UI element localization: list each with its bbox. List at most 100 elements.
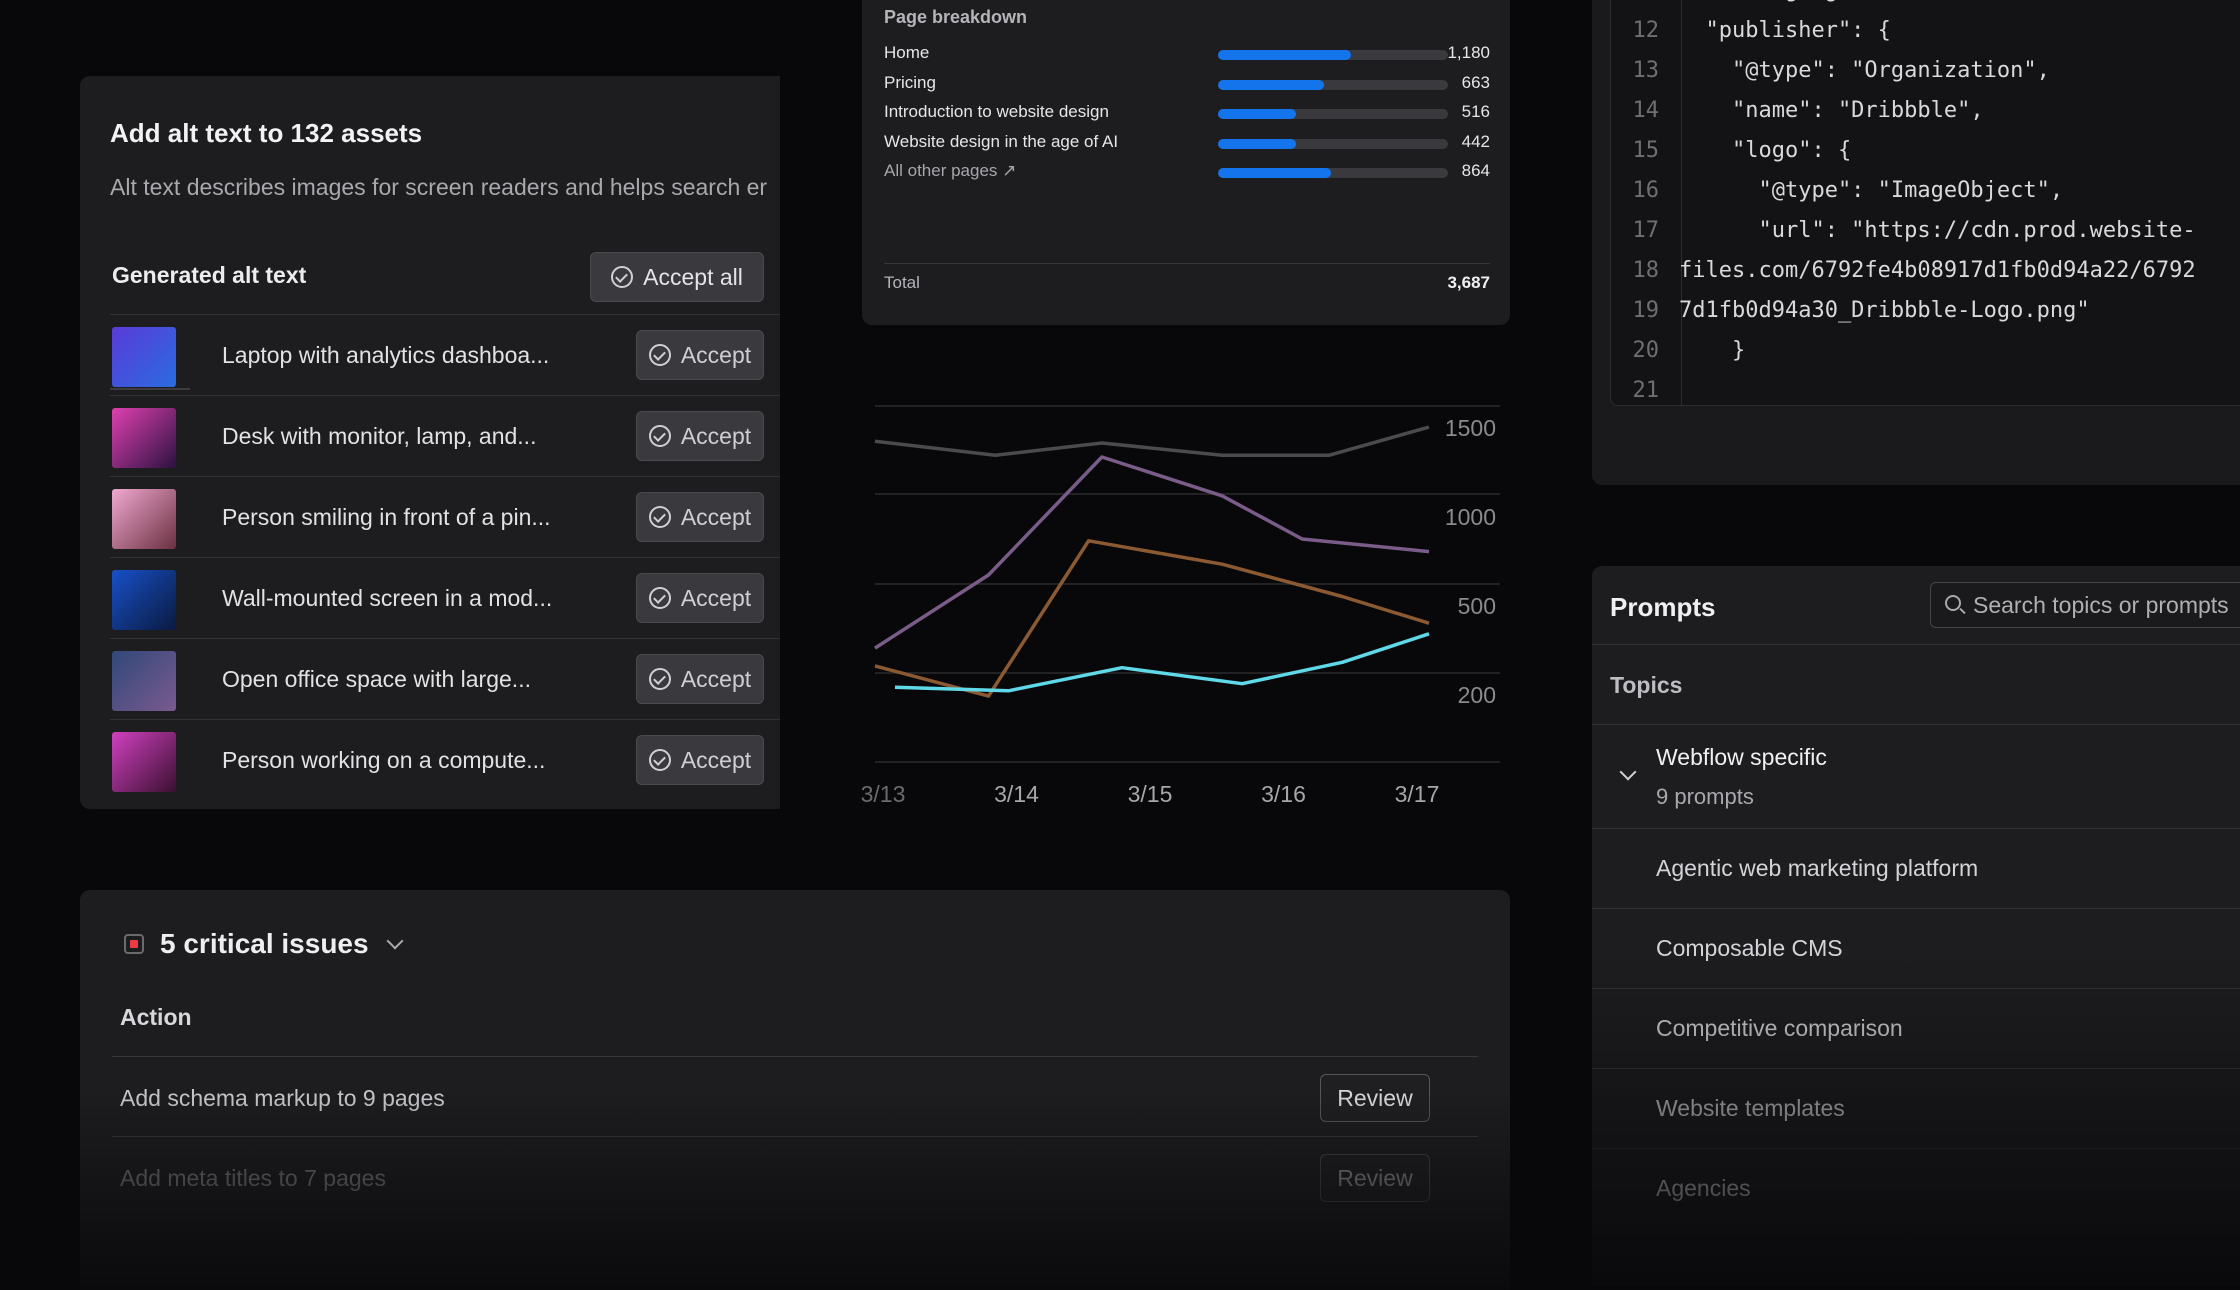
search-icon [1945, 595, 1961, 611]
topics-label: Topics [1610, 672, 1683, 698]
series-line [874, 455, 1430, 650]
code-text: 7d1fb0d94a30_Dribbble-Logo.png" [1679, 298, 2090, 323]
traffic-line-chart: 1500 1000 500 200 3/13 3/14 3/15 3/16 3/17 [861, 405, 1500, 807]
prompt-label: Website templates [1656, 1095, 1845, 1121]
accept-label: Accept [680, 341, 752, 368]
alt-text-description: Alt text describes images for screen rea… [110, 174, 768, 200]
chevron-down-icon[interactable] [1619, 763, 1637, 781]
prompt-label: Agencies [1656, 1175, 1751, 1201]
line-number: 20 [1632, 338, 1660, 363]
topics-divider [1592, 724, 2240, 725]
breakdown-row[interactable]: All other pages ↗ 864 [884, 157, 1490, 187]
review-button[interactable]: Review [1320, 1154, 1430, 1202]
total-label: Total [884, 273, 920, 292]
asset-thumbnail [112, 489, 176, 549]
page-name: Home [884, 43, 930, 62]
line-number: 14 [1632, 98, 1660, 123]
progress-track [1218, 50, 1448, 60]
progress-fill [1218, 79, 1324, 90]
alt-text-list: Laptop with analytics dashboa... Accept De… [110, 314, 780, 800]
code-text: "name": "Dribbble", [1679, 98, 1984, 123]
x-tick-label: 3/16 [1261, 781, 1306, 807]
accept-label: Accept [680, 503, 752, 530]
breakdown-row: Website design in the age of AI 442 [884, 128, 1490, 158]
search-input[interactable] [1973, 589, 2240, 621]
page-views-value: 1,180 [1447, 43, 1490, 62]
line-number: 17 [1632, 218, 1660, 243]
prompt-item[interactable]: Competitive comparison [1592, 988, 2240, 1069]
asset-thumbnail [112, 732, 176, 792]
code-line: 17 "url": "https://cdn.prod.website- [1611, 218, 2240, 258]
x-tick-label: 3/15 [1128, 781, 1173, 807]
code-text: "@type": "Organization", [1679, 58, 2050, 83]
page-views-value: 864 [1461, 161, 1490, 180]
topic-group-name[interactable]: Webflow specific [1656, 744, 1827, 770]
check-circle-icon [648, 587, 671, 609]
page-breakdown-panel: Page breakdown Home 1,180 Pricing 663 Introd… [862, 0, 1510, 325]
prompt-label: Agentic web marketing platform [1656, 855, 1979, 881]
accept-label: Accept [680, 422, 752, 449]
alt-text-label: Person working on a compute... [222, 747, 546, 773]
prompts-search[interactable] [1930, 582, 2240, 628]
header-divider [1592, 644, 2240, 645]
critical-status-icon [124, 934, 144, 954]
review-button[interactable]: Review [1320, 1074, 1430, 1122]
x-tick-label: 3/13 [861, 781, 906, 807]
chevron-down-icon[interactable] [386, 932, 404, 950]
issue-row: Add schema markup to 9 pages Review [112, 1056, 1478, 1137]
line-number: 12 [1632, 18, 1660, 43]
progress-fill [1218, 168, 1331, 178]
page-views-value: 516 [1461, 102, 1490, 121]
code-text: files.com/6792fe4b08917d1fb0d94a22/6792 [1679, 258, 2196, 283]
progress-track [1218, 168, 1448, 178]
code-text: "publisher": { [1679, 18, 1891, 43]
accept-button[interactable]: Accept [636, 492, 764, 542]
issue-label: Add schema markup to 9 pages [120, 1085, 445, 1111]
prompt-item[interactable]: Composable CMS [1592, 908, 2240, 989]
breakdown-divider [884, 263, 1490, 264]
line-number: 15 [1632, 138, 1660, 163]
prompt-label: Competitive comparison [1656, 1015, 1903, 1041]
accept-button[interactable]: Accept [636, 411, 764, 461]
accept-button[interactable]: Accept [636, 654, 764, 704]
x-tick-label: 3/14 [994, 781, 1039, 807]
alt-text-label: Desk with monitor, lamp, and... [222, 423, 537, 449]
code-text: "logo": { [1679, 138, 1852, 163]
y-tick-label: 1500 [1445, 415, 1496, 441]
critical-issues-title: 5 critical issues [160, 928, 369, 959]
alt-text-label: Open office space with large... [222, 666, 531, 692]
prompt-label: Composable CMS [1656, 935, 1843, 961]
total-value: 3,687 [1447, 273, 1490, 292]
progress-track [1218, 109, 1448, 119]
critical-issues-header[interactable]: 5 critical issues [124, 928, 404, 960]
line-number: 18 [1632, 258, 1660, 283]
prompt-item[interactable]: Agentic web marketing platform [1592, 828, 2240, 909]
code-line: 13 "@type": "Organization", [1611, 58, 2240, 98]
issue-row: Add meta titles to 7 pages Review [112, 1136, 1478, 1217]
line-number: 19 [1632, 298, 1660, 323]
series-line [894, 632, 1430, 693]
progress-fill [1218, 50, 1352, 60]
prompt-item[interactable]: Website templates [1592, 1068, 2240, 1149]
accept-all-button[interactable]: Accept all [590, 252, 764, 302]
accept-button[interactable]: Accept [636, 330, 764, 380]
asset-thumbnail [112, 408, 176, 468]
gutter-divider [1681, 0, 1682, 405]
accept-button[interactable]: Accept [636, 735, 764, 785]
check-circle-icon [648, 506, 671, 528]
breakdown-row: Introduction to website design 516 [884, 98, 1490, 128]
y-tick-label: 1000 [1445, 504, 1496, 530]
check-circle-icon [648, 749, 671, 771]
line-number: 13 [1632, 58, 1660, 83]
progress-fill [1218, 109, 1297, 119]
line-number: 11 [1611, 0, 1660, 3]
asset-thumbnail [112, 327, 176, 387]
code-line: 18 files.com/6792fe4b08917d1fb0d94a22/679… [1611, 258, 2240, 298]
breakdown-row: Pricing 663 [884, 69, 1490, 99]
alt-text-label: Laptop with analytics dashboa... [222, 342, 550, 368]
progress-track [1218, 138, 1448, 149]
generated-alt-text-label: Generated alt text [112, 262, 307, 288]
prompt-item[interactable]: Agencies [1592, 1148, 2240, 1229]
accept-button[interactable]: Accept [636, 573, 764, 623]
code-line: 14 "name": "Dribbble", [1611, 98, 2240, 138]
